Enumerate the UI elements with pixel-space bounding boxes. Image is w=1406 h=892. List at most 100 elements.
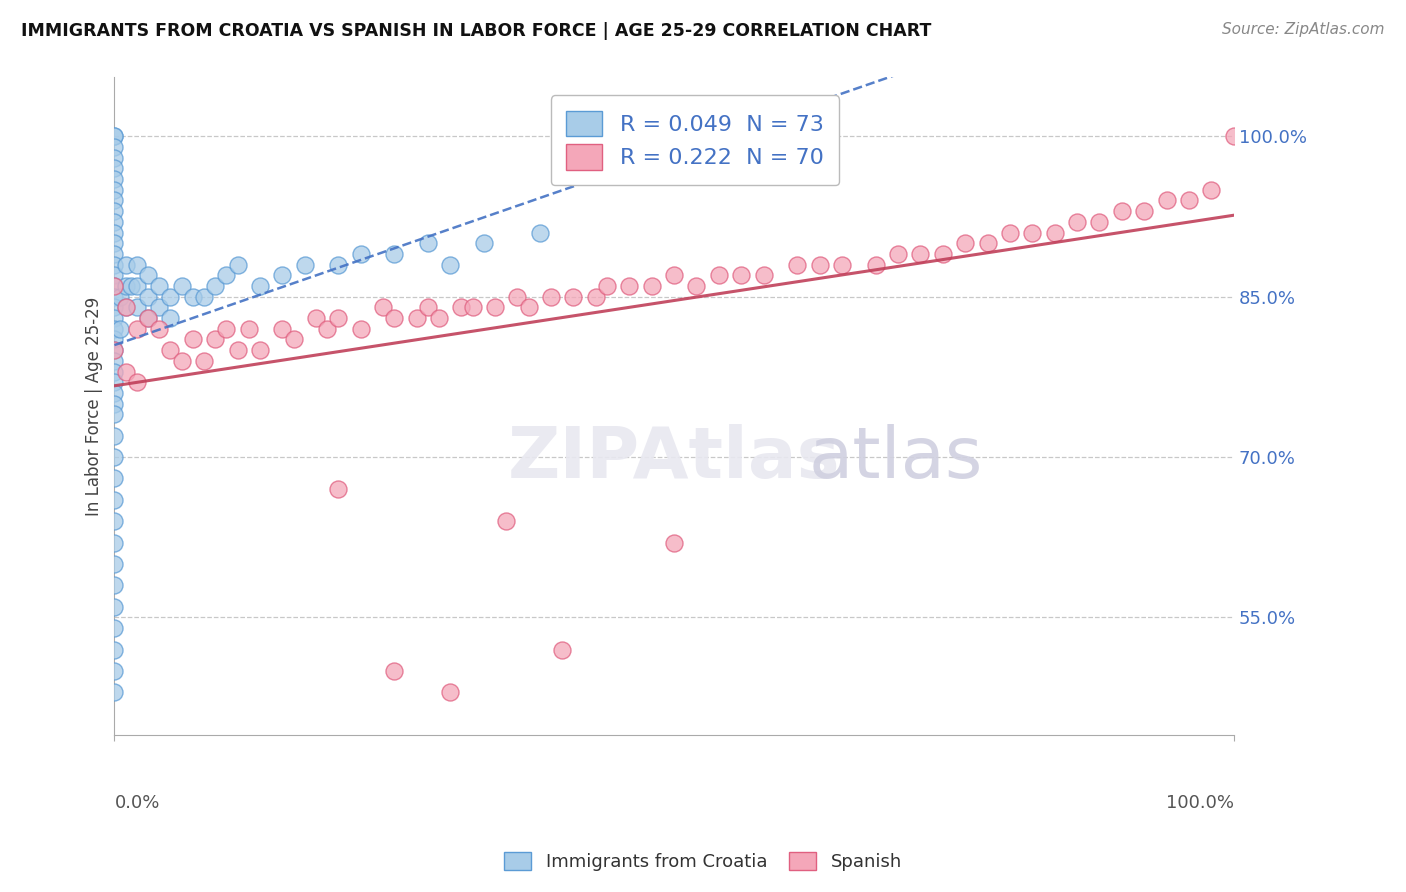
Point (114, 301, 136, 315)
Point (350, 322, 373, 336)
Text: atlas: atlas (808, 425, 983, 493)
Point (103, 333, 125, 347)
Point (103, 151, 125, 165)
Point (517, 301, 540, 315)
Point (103, 385, 125, 400)
Point (1021, 226, 1043, 240)
Point (685, 279, 707, 293)
Point (103, 129, 125, 144)
Point (103, 578, 125, 592)
Point (103, 343, 125, 358)
Point (103, 396, 125, 410)
Point (662, 535, 685, 549)
Point (382, 664, 405, 678)
Text: 0.0%: 0.0% (114, 794, 160, 812)
Point (529, 226, 551, 240)
Point (382, 311, 405, 326)
Point (461, 301, 484, 315)
Point (730, 268, 752, 283)
Text: IMMIGRANTS FROM CROATIA VS SPANISH IN LABOR FORCE | AGE 25-29 CORRELATION CHART: IMMIGRANTS FROM CROATIA VS SPANISH IN LA… (21, 22, 931, 40)
Point (1043, 226, 1066, 240)
Point (249, 279, 271, 293)
Point (114, 301, 136, 315)
Point (1133, 204, 1156, 219)
Point (562, 290, 585, 304)
Point (103, 365, 125, 379)
Point (1156, 194, 1178, 208)
Point (114, 258, 136, 272)
Point (215, 268, 238, 283)
Point (170, 354, 193, 368)
Point (103, 492, 125, 507)
Point (271, 322, 294, 336)
Point (831, 258, 853, 272)
Point (103, 129, 125, 144)
Point (108, 290, 131, 304)
Point (103, 215, 125, 229)
Point (103, 290, 125, 304)
Point (103, 183, 125, 197)
Point (136, 311, 159, 326)
Point (103, 311, 125, 326)
Point (1066, 215, 1088, 229)
Point (204, 333, 226, 347)
Point (125, 322, 148, 336)
Point (382, 247, 405, 261)
Point (103, 354, 125, 368)
Point (328, 311, 350, 326)
Point (910, 247, 932, 261)
Point (103, 236, 125, 251)
Point (103, 258, 125, 272)
Point (136, 268, 159, 283)
Point (103, 621, 125, 635)
Point (125, 376, 148, 390)
Point (103, 343, 125, 358)
Point (103, 268, 125, 283)
Text: Source: ZipAtlas.com: Source: ZipAtlas.com (1222, 22, 1385, 37)
Point (136, 311, 159, 326)
Point (193, 354, 215, 368)
Point (103, 450, 125, 464)
Point (271, 268, 294, 283)
Point (641, 279, 664, 293)
Point (159, 343, 181, 358)
Point (103, 599, 125, 614)
Point (495, 514, 517, 528)
Point (103, 535, 125, 549)
Legend: Immigrants from Croatia, Spanish: Immigrants from Croatia, Spanish (498, 846, 908, 879)
Point (249, 343, 271, 358)
Point (103, 172, 125, 186)
Point (148, 322, 170, 336)
Point (506, 290, 529, 304)
Point (662, 268, 685, 283)
Point (103, 279, 125, 293)
Point (226, 258, 249, 272)
Point (1178, 194, 1201, 208)
Point (1088, 215, 1111, 229)
Point (1201, 183, 1223, 197)
Point (283, 333, 305, 347)
Point (596, 279, 619, 293)
Point (540, 290, 562, 304)
Point (998, 226, 1021, 240)
Point (294, 258, 316, 272)
Point (808, 258, 831, 272)
Point (103, 407, 125, 421)
Point (427, 311, 450, 326)
Point (472, 236, 495, 251)
Point (181, 333, 204, 347)
Point (484, 301, 506, 315)
Point (103, 557, 125, 571)
Point (125, 301, 148, 315)
Point (551, 642, 574, 657)
Point (103, 664, 125, 678)
Point (204, 279, 226, 293)
Point (120, 279, 142, 293)
Point (932, 247, 955, 261)
Point (103, 279, 125, 293)
Point (619, 279, 641, 293)
Point (181, 290, 204, 304)
Point (103, 428, 125, 442)
Point (416, 301, 439, 315)
Point (103, 247, 125, 261)
